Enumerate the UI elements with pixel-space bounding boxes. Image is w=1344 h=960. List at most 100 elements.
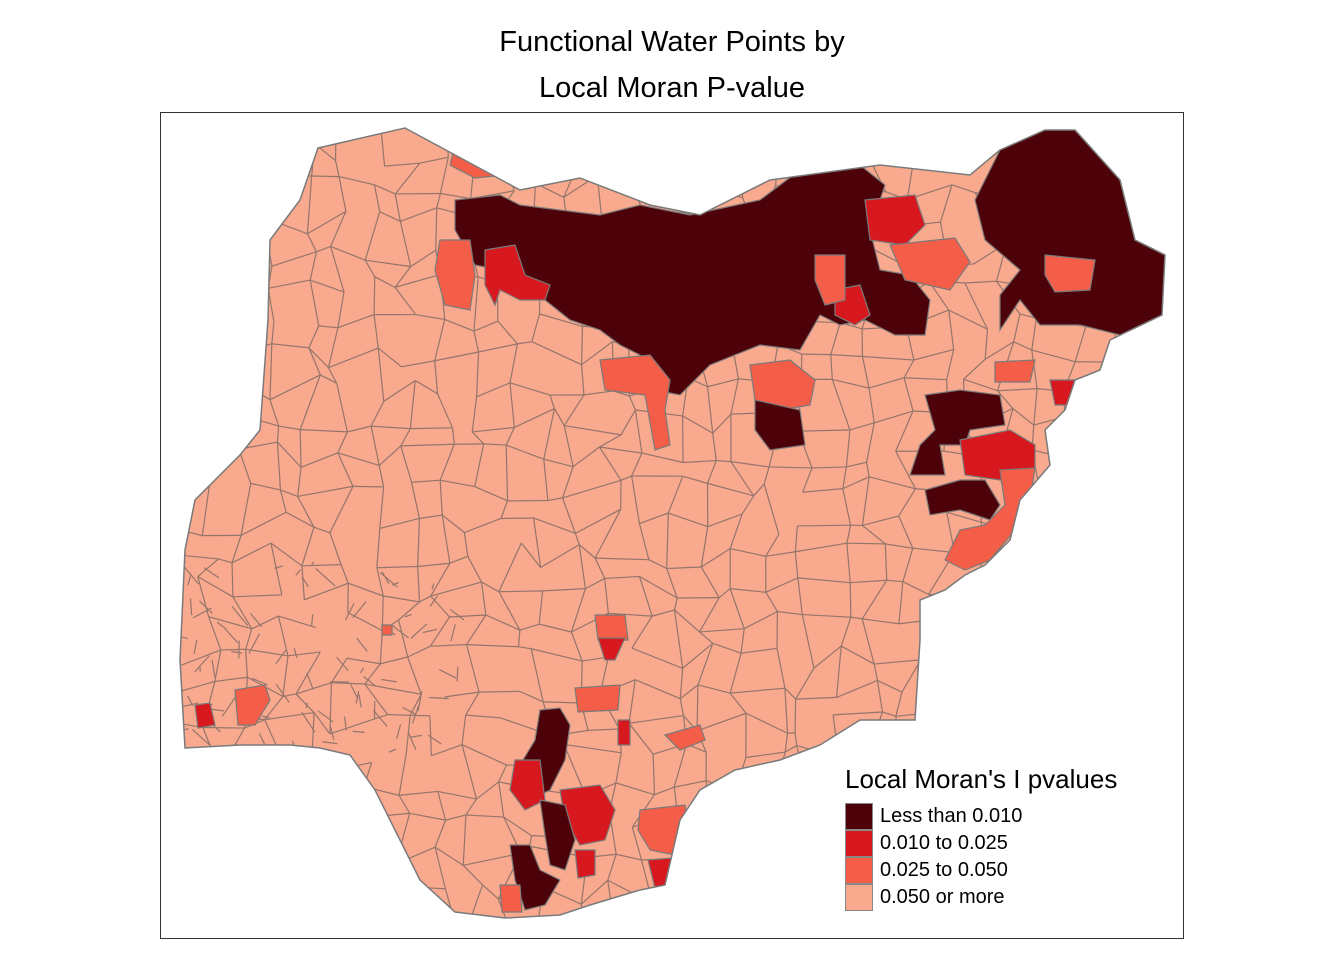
legend-label: 0.025 to 0.050 (880, 859, 1008, 881)
lga-boundary-segment (797, 577, 851, 584)
lga-boundary-segment (180, 182, 183, 229)
lga-boundary-segment (407, 731, 417, 751)
region-n-red-1[interactable] (864, 194, 926, 246)
region-north-cluster[interactable] (454, 164, 931, 396)
region-sc-red-6[interactable] (617, 719, 631, 746)
lga-boundary-segment (533, 150, 581, 161)
region-sw-red[interactable] (194, 702, 216, 729)
lga-boundary-segment (180, 851, 208, 859)
lga-boundary-segment (297, 467, 302, 497)
region-sc-dark-2[interactable] (539, 799, 576, 871)
lga-boundary-segment (201, 176, 250, 183)
lga-boundary-segment (434, 319, 446, 361)
lga-boundary-segment (634, 409, 643, 454)
lga-boundary-segment (1177, 596, 1186, 630)
lga-boundary-segment (1078, 460, 1116, 463)
region-sc-orange-2[interactable] (574, 684, 621, 713)
lga-boundary-segment (580, 879, 609, 905)
lga-boundary-segment (997, 390, 1014, 409)
lga-boundary-segment (700, 526, 709, 568)
lga-boundary-segment (1140, 128, 1148, 142)
lga-boundary-segment (518, 646, 532, 650)
lga-boundary-segment (902, 548, 914, 582)
lga-boundary-segment (900, 130, 915, 160)
lga-boundary-segment (540, 544, 580, 569)
lga-boundary-segment (739, 163, 744, 199)
lga-boundary-segment (197, 318, 205, 359)
region-sc-orange-5[interactable] (663, 724, 706, 751)
lga-boundary-segment (1061, 677, 1097, 683)
region-n-orange-8[interactable] (994, 359, 1036, 383)
lga-boundary-segment (165, 276, 176, 317)
lga-boundary-segment (1148, 664, 1165, 669)
lga-boundary-segment (667, 475, 684, 514)
lga-boundary-segment (1095, 128, 1118, 145)
lga-boundary-segment (180, 382, 217, 385)
lga-boundary-segment (862, 143, 915, 160)
region-sc-orange-3[interactable] (499, 884, 523, 913)
region-n-red-2[interactable] (484, 244, 551, 307)
lga-boundary-segment (180, 560, 186, 571)
region-n-orange-5[interactable] (1044, 254, 1096, 293)
lga-boundary-segment (608, 612, 653, 617)
region-northeast-cluster[interactable] (974, 129, 1165, 336)
lga-boundary-segment (180, 356, 205, 359)
lga-boundary-segment (437, 790, 477, 800)
region-sw-orange[interactable] (234, 684, 271, 726)
lga-boundary-segment (365, 259, 411, 268)
lga-boundary-segment (538, 623, 572, 633)
region-n-orange-2[interactable] (434, 239, 476, 311)
lga-boundary-segment (434, 351, 479, 362)
lga-boundary-segment (422, 628, 438, 634)
lga-boundary-segment (580, 364, 585, 396)
region-n-orange-6[interactable] (599, 354, 671, 451)
lga-boundary-segment (245, 648, 289, 657)
lga-boundary-segment (520, 542, 542, 568)
region-sc-red-3[interactable] (509, 759, 546, 811)
region-n-orange-3[interactable] (889, 237, 971, 291)
lga-boundary-segment (631, 647, 683, 669)
lga-boundary-segment (311, 761, 339, 771)
lga-boundary-segment (868, 476, 916, 490)
lga-boundary-segment (399, 221, 412, 267)
region-east-dark-2[interactable] (924, 479, 1001, 521)
lga-boundary-segment (208, 616, 222, 651)
lga-boundary-segment (1168, 346, 1179, 379)
lga-boundary-segment (241, 281, 269, 289)
lga-boundary-segment (1118, 529, 1139, 532)
lga-boundary-segment (842, 488, 852, 526)
region-sc-red-4[interactable] (574, 849, 596, 879)
region-sc-red-1[interactable] (597, 637, 626, 661)
lga-boundary-segment (1036, 610, 1067, 634)
lga-boundary-segment (198, 446, 239, 450)
lga-boundary-segment (1080, 717, 1115, 723)
lga-boundary-segment (805, 846, 809, 897)
lga-boundary-segment (200, 181, 209, 220)
region-central-dark[interactable] (754, 399, 806, 451)
lga-boundary-segment (201, 411, 231, 422)
lga-boundary-segment (802, 613, 851, 618)
lga-boundary-segment (505, 444, 544, 460)
region-east-dark[interactable] (909, 389, 1006, 476)
lga-boundary-segment (679, 668, 684, 699)
lga-boundary-segment (300, 452, 339, 468)
lga-boundary-segment (729, 791, 737, 831)
lga-boundary-segment (868, 377, 905, 389)
region-n-orange-4[interactable] (814, 254, 846, 306)
lga-boundary-segment (836, 757, 839, 788)
lga-boundary-segment (264, 711, 315, 721)
lga-boundary-segment (254, 814, 281, 833)
lga-boundary-segment (301, 564, 342, 567)
lga-boundary-segment (248, 633, 261, 654)
lga-boundary-segment (842, 476, 870, 490)
lga-boundary-segment (698, 597, 720, 633)
lga-boundary-segment (861, 579, 888, 620)
region-sw-small[interactable] (381, 624, 393, 636)
lga-boundary-segment (1012, 408, 1035, 426)
lga-boundary-segment (604, 575, 640, 580)
lga-boundary-segment (446, 111, 476, 120)
region-sc-orange-1[interactable] (594, 614, 629, 641)
lga-boundary-segment (394, 193, 401, 222)
lga-boundary-segment (1013, 341, 1033, 351)
lga-boundary-segment (532, 517, 542, 568)
